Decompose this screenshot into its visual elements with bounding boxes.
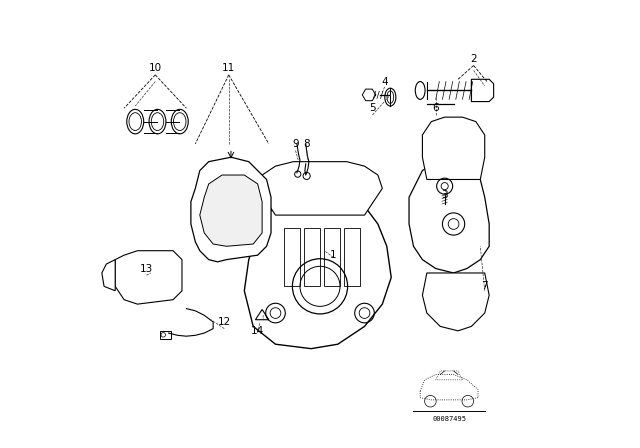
Polygon shape bbox=[200, 175, 262, 246]
Polygon shape bbox=[422, 117, 484, 180]
Text: 3: 3 bbox=[442, 190, 448, 200]
Polygon shape bbox=[472, 79, 493, 102]
Text: 4: 4 bbox=[381, 77, 388, 86]
Text: 7: 7 bbox=[481, 281, 488, 291]
Polygon shape bbox=[258, 162, 382, 215]
Bar bbox=[284, 228, 300, 286]
Polygon shape bbox=[422, 273, 489, 331]
Text: 11: 11 bbox=[222, 63, 236, 73]
Polygon shape bbox=[191, 157, 271, 262]
Bar bbox=[324, 228, 340, 286]
Text: 9: 9 bbox=[292, 139, 299, 149]
Text: 2: 2 bbox=[470, 54, 477, 64]
Text: 10: 10 bbox=[148, 63, 162, 73]
Text: 13: 13 bbox=[140, 263, 153, 274]
Text: 00087495: 00087495 bbox=[432, 416, 466, 422]
Polygon shape bbox=[102, 260, 115, 291]
Bar bbox=[344, 228, 360, 286]
Polygon shape bbox=[244, 193, 391, 349]
Bar bbox=[160, 331, 171, 339]
Text: 5: 5 bbox=[369, 103, 376, 113]
Text: 6: 6 bbox=[433, 103, 439, 113]
Text: 14: 14 bbox=[251, 326, 264, 336]
Text: 1: 1 bbox=[330, 250, 337, 260]
Text: 8: 8 bbox=[303, 139, 310, 149]
Polygon shape bbox=[409, 157, 489, 273]
Text: !: ! bbox=[261, 315, 263, 320]
Bar bbox=[305, 228, 320, 286]
Polygon shape bbox=[115, 251, 182, 304]
Text: 12: 12 bbox=[218, 317, 231, 327]
